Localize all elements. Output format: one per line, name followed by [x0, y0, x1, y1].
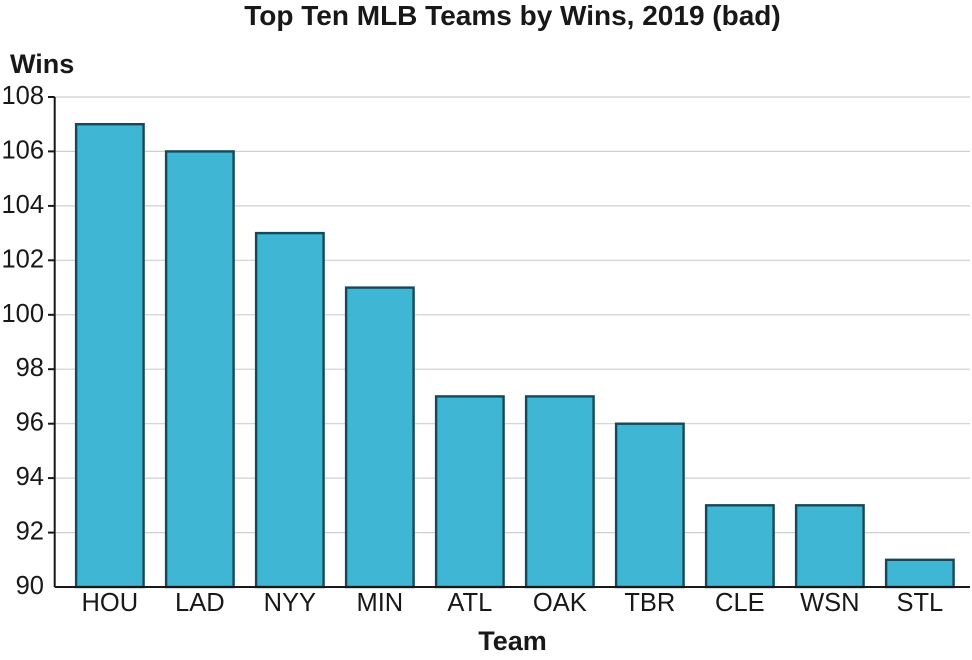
svg-text:TBR: TBR — [624, 589, 675, 617]
svg-text:98: 98 — [16, 354, 44, 382]
svg-text:106: 106 — [1, 136, 44, 164]
svg-text:104: 104 — [1, 191, 44, 219]
svg-text:CLE: CLE — [715, 589, 765, 617]
svg-text:100: 100 — [1, 300, 44, 328]
svg-text:90: 90 — [16, 572, 44, 600]
svg-text:MIN: MIN — [356, 589, 403, 617]
svg-text:108: 108 — [1, 82, 44, 110]
svg-text:94: 94 — [16, 463, 44, 491]
svg-text:STL: STL — [896, 589, 943, 617]
svg-text:92: 92 — [16, 518, 44, 546]
svg-text:ATL: ATL — [447, 589, 492, 617]
svg-text:HOU: HOU — [82, 589, 139, 617]
svg-text:102: 102 — [1, 245, 44, 273]
svg-text:WSN: WSN — [800, 589, 860, 617]
svg-text:LAD: LAD — [175, 589, 225, 617]
svg-text:96: 96 — [16, 409, 44, 437]
svg-text:NYY: NYY — [264, 589, 316, 617]
svg-text:OAK: OAK — [533, 589, 587, 617]
